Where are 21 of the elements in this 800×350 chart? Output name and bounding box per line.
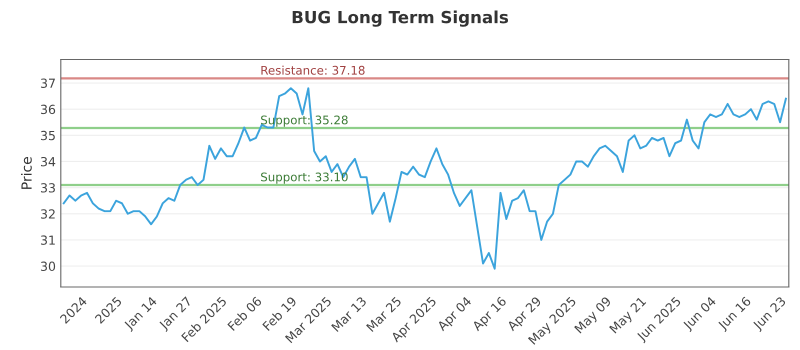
x-tick-label: Apr 04 (436, 296, 474, 334)
y-tick-label: 33 (40, 183, 55, 193)
y-tick-label: 31 (40, 235, 55, 245)
x-tick-label: Jun 23 (752, 296, 788, 332)
y-tick-label: 37 (40, 78, 55, 88)
y-tick-label: 32 (40, 209, 55, 219)
ref-line-label: Resistance: 37.18 (261, 66, 365, 75)
y-tick-label: 36 (40, 104, 56, 114)
x-tick-label: Feb 06 (227, 296, 262, 332)
line-series (62, 87, 787, 270)
chart-title: BUG Long Term Signals (292, 10, 508, 27)
x-tick-label: Jun 04 (682, 296, 718, 332)
y-tick-label: 35 (40, 130, 55, 140)
x-tick-label: Jun 16 (716, 296, 754, 332)
x-tick-label: Mar 13 (331, 296, 367, 332)
y-axis-title: Price (21, 157, 32, 189)
y-tick-label: 34 (40, 156, 56, 166)
ref-line-label: Support: 33.10 (261, 172, 348, 184)
x-tick-label: Apr 16 (471, 296, 509, 334)
y-tick-label: 30 (40, 262, 56, 272)
x-tick-label: Jan 14 (123, 296, 160, 332)
